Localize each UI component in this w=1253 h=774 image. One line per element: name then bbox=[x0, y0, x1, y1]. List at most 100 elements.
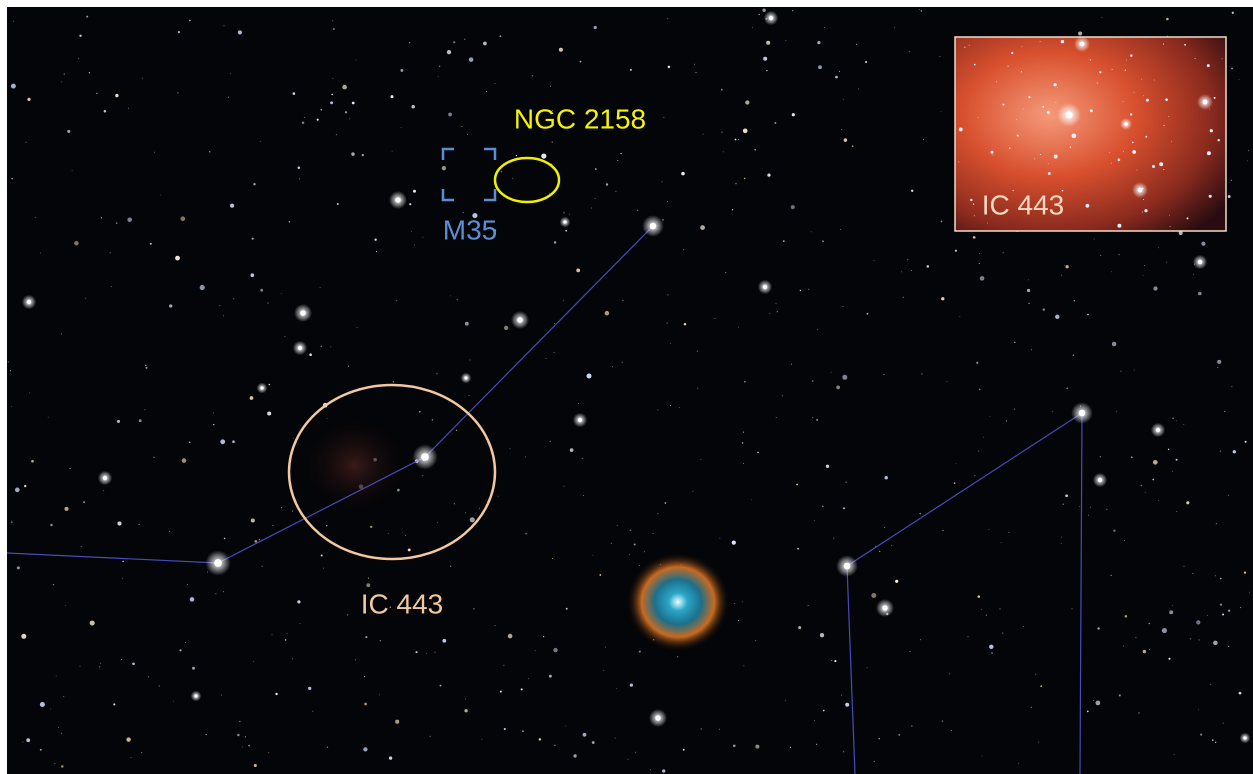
star bbox=[228, 97, 229, 98]
star bbox=[408, 548, 411, 551]
star bbox=[48, 417, 49, 418]
star bbox=[911, 190, 913, 192]
star bbox=[921, 373, 922, 374]
star bbox=[214, 559, 222, 567]
star bbox=[439, 66, 440, 67]
star bbox=[348, 366, 349, 367]
star bbox=[223, 591, 224, 592]
star bbox=[17, 566, 20, 569]
star bbox=[500, 691, 502, 693]
star bbox=[858, 89, 859, 90]
star bbox=[566, 608, 568, 610]
star bbox=[1121, 371, 1122, 372]
star bbox=[127, 218, 132, 223]
star bbox=[309, 353, 312, 356]
star bbox=[974, 64, 976, 66]
star bbox=[587, 374, 592, 379]
star bbox=[662, 769, 665, 772]
star bbox=[1233, 450, 1236, 453]
star bbox=[1220, 450, 1221, 451]
star bbox=[1198, 260, 1202, 264]
star bbox=[1027, 289, 1030, 292]
star bbox=[1207, 615, 1208, 616]
star bbox=[1040, 154, 1041, 155]
star bbox=[254, 764, 257, 767]
star bbox=[144, 409, 145, 410]
star bbox=[437, 522, 438, 523]
star bbox=[883, 374, 884, 375]
star bbox=[879, 551, 880, 552]
star bbox=[1245, 441, 1247, 443]
star bbox=[1111, 575, 1112, 576]
star bbox=[1217, 367, 1218, 368]
star bbox=[1098, 478, 1102, 482]
star bbox=[593, 555, 594, 556]
star bbox=[923, 139, 924, 140]
star bbox=[281, 293, 282, 294]
star bbox=[1065, 111, 1072, 118]
star bbox=[1055, 102, 1056, 103]
star bbox=[769, 16, 773, 20]
nebula bbox=[626, 552, 730, 652]
star bbox=[1017, 134, 1019, 136]
star bbox=[298, 346, 302, 350]
star bbox=[549, 675, 552, 678]
star bbox=[800, 290, 801, 291]
star bbox=[302, 122, 305, 125]
star bbox=[219, 305, 220, 306]
star bbox=[461, 126, 462, 127]
star bbox=[670, 343, 671, 344]
star bbox=[1192, 573, 1193, 574]
star bbox=[326, 525, 327, 526]
star bbox=[1123, 646, 1124, 647]
star bbox=[844, 138, 847, 141]
star bbox=[1038, 742, 1039, 743]
star bbox=[549, 193, 550, 194]
star bbox=[745, 100, 749, 104]
star bbox=[725, 272, 726, 273]
star bbox=[253, 183, 255, 185]
star bbox=[421, 453, 429, 461]
star bbox=[392, 151, 393, 152]
star bbox=[1214, 97, 1216, 99]
star bbox=[578, 403, 579, 404]
star bbox=[1141, 79, 1142, 80]
star bbox=[1061, 40, 1064, 43]
star bbox=[743, 463, 744, 464]
star bbox=[300, 623, 301, 624]
star bbox=[1070, 146, 1071, 147]
star bbox=[207, 572, 208, 573]
star bbox=[242, 747, 243, 748]
star bbox=[1210, 129, 1213, 132]
star bbox=[297, 600, 300, 603]
star bbox=[846, 482, 847, 483]
star bbox=[663, 117, 664, 118]
star bbox=[639, 651, 641, 653]
star bbox=[190, 597, 195, 602]
star bbox=[370, 526, 372, 528]
star bbox=[64, 507, 68, 511]
star bbox=[1243, 736, 1246, 739]
star bbox=[1014, 342, 1016, 344]
star bbox=[976, 362, 978, 364]
star bbox=[260, 289, 263, 292]
star bbox=[332, 20, 333, 21]
star bbox=[414, 245, 415, 246]
star bbox=[615, 191, 616, 192]
star bbox=[979, 263, 980, 264]
star bbox=[116, 222, 118, 224]
star bbox=[679, 407, 680, 408]
star bbox=[777, 311, 778, 312]
star bbox=[1028, 280, 1029, 281]
star bbox=[774, 122, 776, 124]
star bbox=[742, 601, 743, 602]
star bbox=[388, 533, 389, 534]
star bbox=[239, 721, 240, 722]
star bbox=[974, 475, 975, 476]
star bbox=[293, 438, 294, 439]
star bbox=[351, 152, 354, 155]
star bbox=[990, 151, 993, 154]
star bbox=[342, 85, 347, 90]
star bbox=[1212, 739, 1213, 740]
star bbox=[958, 162, 959, 163]
